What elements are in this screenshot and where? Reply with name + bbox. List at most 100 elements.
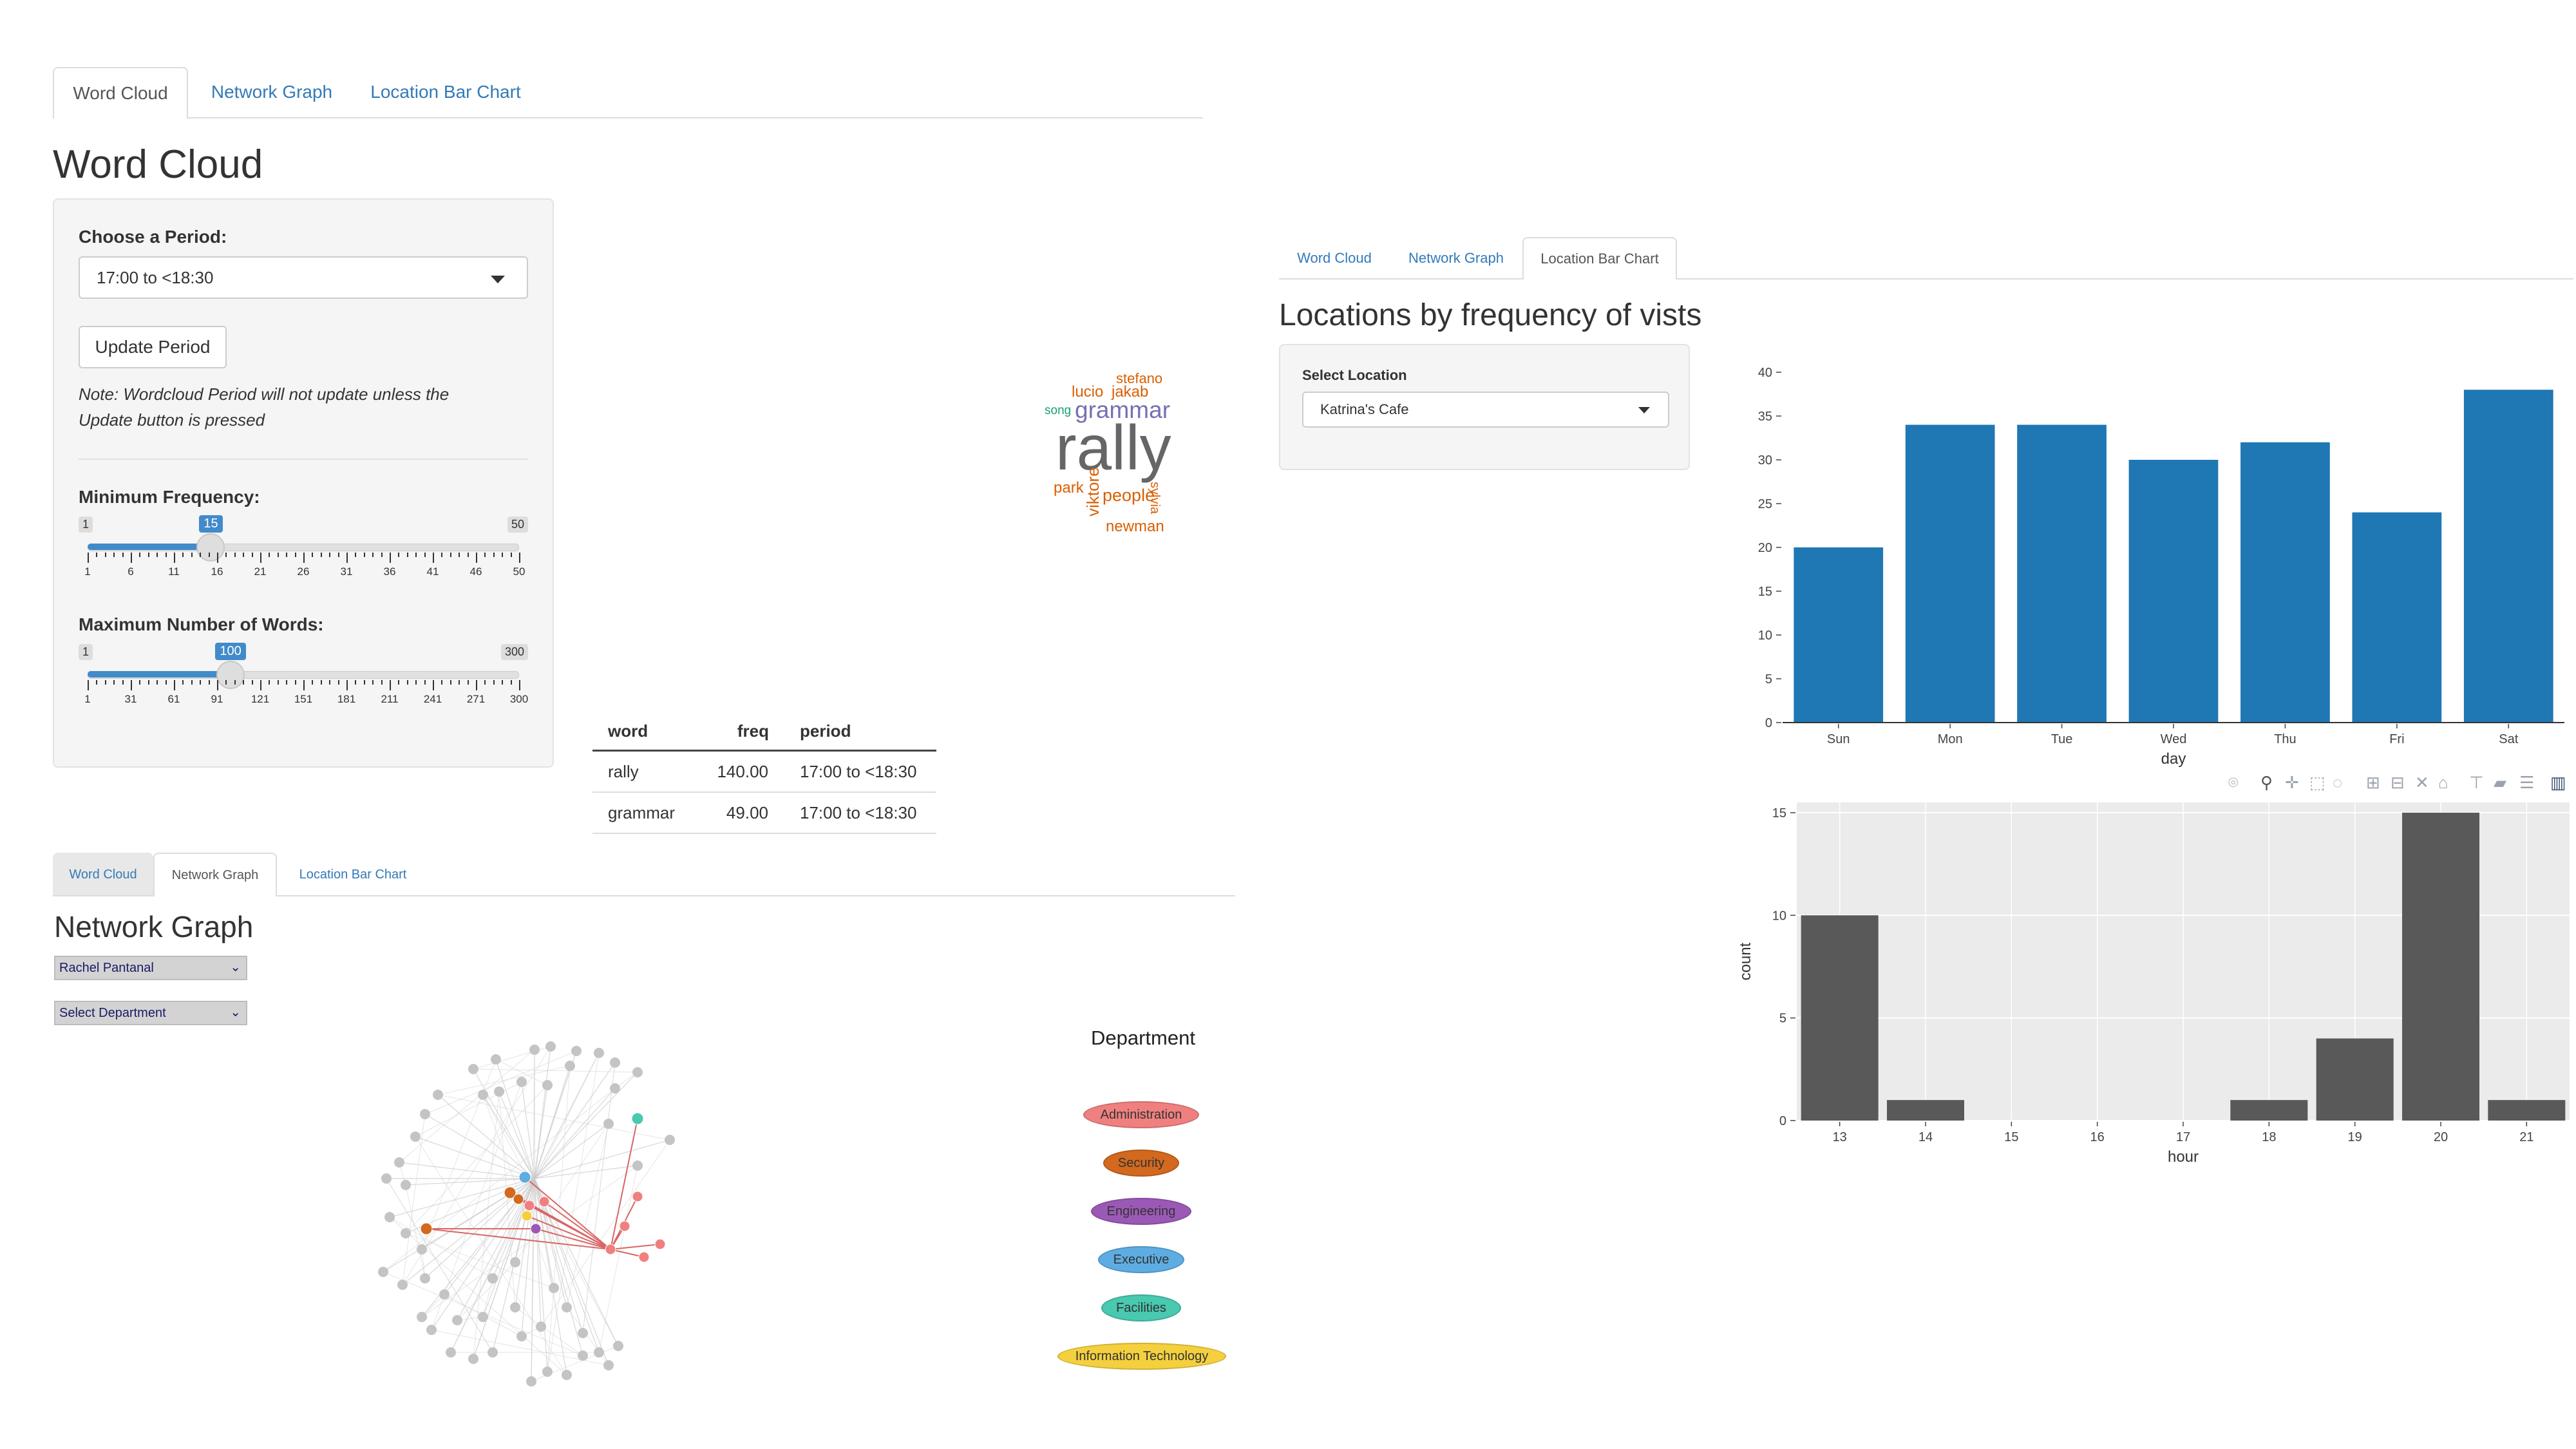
- network-node[interactable]: [378, 1267, 388, 1277]
- lasso-icon[interactable]: ◌: [2333, 773, 2343, 792]
- legend-item-administration[interactable]: Administration: [1083, 1101, 1199, 1128]
- network-node[interactable]: [510, 1302, 520, 1312]
- network-node[interactable]: [513, 1193, 524, 1205]
- network-node[interactable]: [439, 1289, 450, 1300]
- network-node[interactable]: [578, 1328, 588, 1338]
- network-node[interactable]: [665, 1135, 675, 1145]
- legend-item-security[interactable]: Security: [1103, 1150, 1179, 1177]
- network-node[interactable]: [631, 1112, 644, 1125]
- location-select[interactable]: Katrina's Cafe: [1302, 392, 1669, 428]
- network-node[interactable]: [526, 1376, 536, 1387]
- network-node[interactable]: [605, 1244, 616, 1255]
- legend-item-executive[interactable]: Executive: [1098, 1246, 1184, 1273]
- network-graph[interactable]: [361, 1024, 721, 1391]
- network-node[interactable]: [478, 1312, 488, 1322]
- network-node[interactable]: [594, 1347, 604, 1358]
- bar-20[interactable]: [2402, 812, 2479, 1121]
- bar-Tue[interactable]: [2017, 424, 2107, 723]
- network-node[interactable]: [529, 1045, 540, 1055]
- network-node[interactable]: [530, 1223, 542, 1235]
- network-node[interactable]: [426, 1325, 437, 1335]
- network-node[interactable]: [594, 1048, 604, 1058]
- network-node[interactable]: [420, 1222, 433, 1235]
- camera-icon[interactable]: ⌾: [2228, 773, 2239, 792]
- network-node[interactable]: [538, 1196, 550, 1208]
- autoscale-icon[interactable]: ✕: [2415, 773, 2429, 792]
- bar-Fri[interactable]: [2352, 512, 2442, 723]
- network-node[interactable]: [468, 1354, 478, 1364]
- visits-by-hour-chart[interactable]: 0 5 10 15 13 14 15 16 17 18 19 20 21 hour count: [1732, 792, 2576, 1191]
- spike-lines-icon[interactable]: ⊤: [2469, 773, 2484, 792]
- network-node[interactable]: [632, 1160, 643, 1171]
- network-node[interactable]: [610, 1083, 620, 1094]
- update-period-button[interactable]: Update Period: [79, 326, 227, 368]
- period-select[interactable]: 17:00 to <18:30: [79, 256, 528, 299]
- network-node[interactable]: [536, 1321, 546, 1332]
- network-node[interactable]: [410, 1132, 421, 1142]
- network-node[interactable]: [381, 1173, 392, 1184]
- network-node[interactable]: [516, 1077, 527, 1087]
- zoom-in-icon[interactable]: ⊞: [2366, 773, 2380, 792]
- network-node[interactable]: [488, 1347, 498, 1358]
- max-words-slider[interactable]: 1 300 100 1 31 61 91 121 151 181 211 241 271 300: [79, 643, 528, 721]
- tab-word-cloud[interactable]: Word Cloud: [53, 853, 153, 895]
- pan-icon[interactable]: ✛: [2285, 773, 2299, 792]
- network-node[interactable]: [613, 1341, 623, 1351]
- tab-network-graph[interactable]: Network Graph: [211, 82, 333, 102]
- tab-word-cloud[interactable]: Word Cloud: [53, 67, 188, 118]
- plotly-logo-icon[interactable]: ▥: [2550, 773, 2566, 792]
- tab-network-graph[interactable]: Network Graph: [153, 853, 277, 896]
- bar-Mon[interactable]: [1905, 424, 1995, 723]
- network-node[interactable]: [521, 1210, 533, 1222]
- bar-21[interactable]: [2488, 1100, 2566, 1121]
- network-node[interactable]: [510, 1257, 520, 1267]
- visits-by-day-chart[interactable]: 0 5 10 15 20 25 30 35 40 Sun Mon Tue Wed Thu Fri Sat day: [1732, 354, 2576, 773]
- bar-Thu[interactable]: [2240, 442, 2330, 723]
- network-node[interactable]: [468, 1064, 478, 1074]
- bar-Sat[interactable]: [2463, 390, 2553, 723]
- legend-item-facilities[interactable]: Facilities: [1101, 1294, 1181, 1321]
- network-node[interactable]: [417, 1244, 427, 1255]
- column-header-freq[interactable]: freq: [705, 712, 769, 752]
- reset-axes-icon[interactable]: ⌂: [2438, 773, 2448, 792]
- zoom-icon[interactable]: ⚲: [2260, 773, 2273, 792]
- tab-location-bar-chart[interactable]: Location Bar Chart: [370, 82, 521, 102]
- network-node[interactable]: [654, 1238, 666, 1250]
- network-node[interactable]: [446, 1347, 456, 1358]
- network-node[interactable]: [397, 1280, 408, 1290]
- network-node[interactable]: [545, 1041, 556, 1052]
- column-header-word[interactable]: word: [592, 712, 705, 752]
- network-node[interactable]: [478, 1090, 488, 1100]
- network-node[interactable]: [488, 1273, 498, 1283]
- network-node[interactable]: [610, 1057, 620, 1068]
- network-node[interactable]: [433, 1090, 443, 1100]
- person-select[interactable]: Rachel Pantanal ⌄: [54, 956, 247, 980]
- network-node[interactable]: [518, 1171, 531, 1184]
- box-select-icon[interactable]: ⬚: [2309, 773, 2325, 792]
- network-node[interactable]: [420, 1273, 430, 1283]
- network-node[interactable]: [420, 1109, 430, 1119]
- bar-14[interactable]: [1887, 1100, 1964, 1121]
- network-node[interactable]: [562, 1302, 572, 1312]
- legend-item-engineering[interactable]: Engineering: [1091, 1198, 1191, 1225]
- hover-closest-icon[interactable]: ▰: [2494, 773, 2506, 792]
- network-node[interactable]: [638, 1251, 650, 1263]
- slider-handle[interactable]: [216, 661, 245, 689]
- tab-network-graph[interactable]: Network Graph: [1408, 250, 1504, 266]
- bar-Wed[interactable]: [2128, 460, 2219, 723]
- tab-location-bar-chart[interactable]: Location Bar Chart: [1522, 237, 1677, 279]
- network-node[interactable]: [603, 1360, 614, 1370]
- legend-item-information-technology[interactable]: Information Technology: [1057, 1343, 1226, 1370]
- network-node[interactable]: [516, 1331, 527, 1341]
- network-node[interactable]: [565, 1061, 575, 1071]
- network-node[interactable]: [542, 1080, 553, 1090]
- network-node[interactable]: [632, 1067, 643, 1077]
- network-node[interactable]: [401, 1228, 411, 1238]
- network-node[interactable]: [632, 1191, 643, 1202]
- tab-word-cloud[interactable]: Word Cloud: [1297, 250, 1372, 266]
- department-select[interactable]: Select Department ⌄: [54, 1001, 247, 1025]
- network-node[interactable]: [401, 1180, 411, 1190]
- network-node[interactable]: [619, 1220, 630, 1232]
- hover-compare-icon[interactable]: ☰: [2519, 773, 2535, 792]
- network-node[interactable]: [504, 1186, 516, 1199]
